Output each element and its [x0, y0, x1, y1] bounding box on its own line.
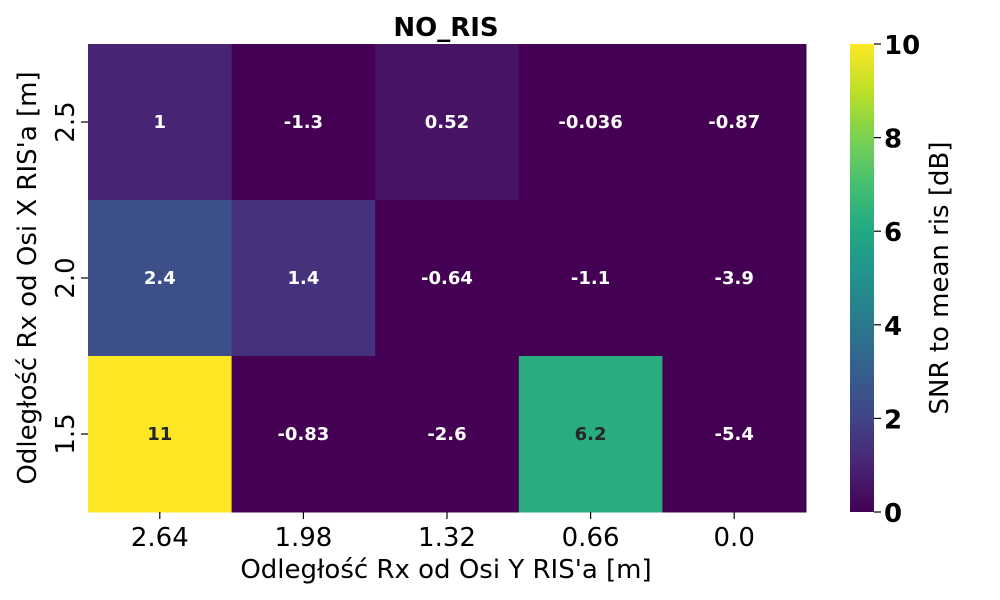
heatmap-cell [518, 44, 663, 201]
heatmap-cell [518, 200, 663, 357]
heatmap-cell [662, 44, 807, 201]
colorbar-tick-label: 4 [884, 312, 902, 342]
heatmap-cell [518, 356, 663, 513]
x-tick-label: 2.64 [131, 523, 189, 553]
colorbar-label: SNR to mean ris [dB] [925, 142, 955, 415]
cell-value-label: 11 [147, 424, 172, 445]
y-axis: 2.5 2.0 1.5 [51, 101, 88, 455]
cell-value-label: 1 [154, 112, 167, 133]
cell-value-label: 2.4 [144, 268, 176, 289]
cell-value-label: -1.3 [284, 112, 323, 133]
heatmap-cell [231, 200, 376, 357]
heatmap-cell [88, 356, 233, 513]
cell-value-label: -2.6 [427, 424, 466, 445]
y-tick-label: 1.5 [51, 413, 81, 454]
cell-value-label: -1.1 [571, 268, 610, 289]
colorbar-tick-label: 10 [884, 31, 920, 61]
cell-value-label: -0.87 [708, 112, 760, 133]
heatmap-cell [375, 200, 520, 357]
heatmap-cell [231, 44, 376, 201]
chart-title: NO_RIS [393, 13, 498, 43]
heatmap-cell [231, 356, 376, 513]
colorbar-tick-label: 6 [884, 218, 902, 248]
x-tick-label: 0.66 [562, 523, 620, 553]
y-tick-label: 2.0 [51, 257, 81, 298]
heatmap-cell [375, 356, 520, 513]
colorbar-tick-label: 0 [884, 499, 902, 529]
cell-value-label: -3.9 [715, 268, 754, 289]
x-tick-label: 1.98 [274, 523, 332, 553]
cell-value-label: 6.2 [575, 424, 607, 445]
x-tick-label: 0.0 [714, 523, 755, 553]
colorbar-tick-label: 8 [884, 125, 902, 155]
x-axis-label: Odległość Rx od Osi Y RIS'a [m] [240, 555, 651, 585]
cell-value-label: -0.83 [277, 424, 329, 445]
x-axis: 2.64 1.98 1.32 0.66 0.0 [131, 512, 755, 553]
heatmap-cell [88, 200, 233, 357]
colorbar-ticks: 0 2 4 6 8 10 [874, 31, 920, 529]
heatmap-cell [662, 356, 807, 513]
colorbar [850, 44, 874, 512]
y-axis-label: Odległość Rx od Osi X RIS'a [m] [13, 71, 43, 484]
cell-value-label: -5.4 [715, 424, 754, 445]
cell-value-label: 0.52 [425, 112, 469, 133]
cell-value-label: 1.4 [287, 268, 319, 289]
heatmap-cells [88, 44, 807, 513]
heatmap-cell [375, 44, 520, 201]
heatmap-cell-labels: 1 -1.3 0.52 -0.036 -0.87 2.4 1.4 -0.64 -1.1 -3.9 1… [144, 112, 760, 445]
cell-value-label: -0.036 [558, 112, 622, 133]
heatmap-cell [88, 44, 233, 201]
heatmap-cell [662, 200, 807, 357]
x-tick-label: 1.32 [418, 523, 476, 553]
colorbar-tick-label: 2 [884, 405, 902, 435]
y-tick-label: 2.5 [51, 101, 81, 142]
cell-value-label: -0.64 [421, 268, 473, 289]
